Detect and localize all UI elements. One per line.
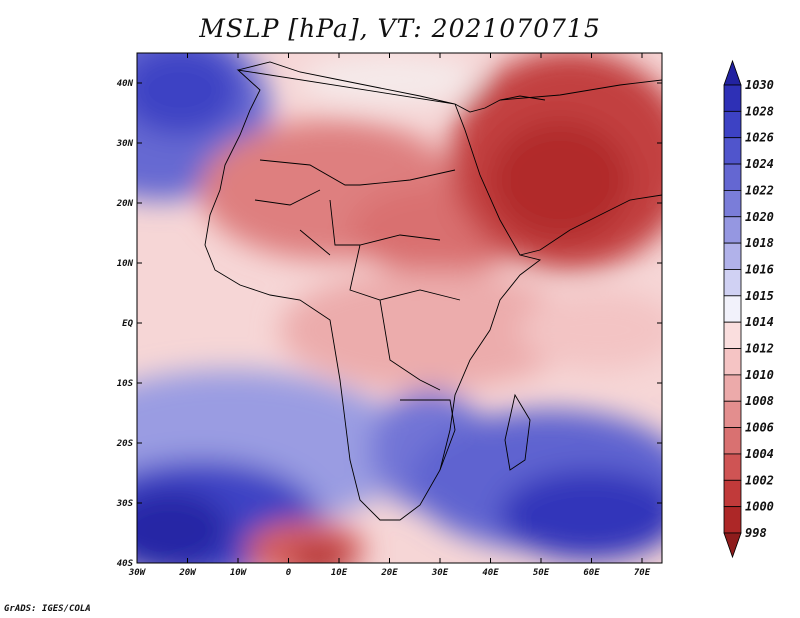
colorbar-label: 1010 — [745, 368, 774, 382]
lon-tick-label: 20E — [380, 568, 398, 578]
lon-tick-label: 30E — [431, 568, 449, 578]
colorbar-segment — [723, 110, 742, 139]
lon-tick-label: 20W — [178, 568, 197, 578]
coastlines — [204, 61, 662, 521]
lat-tick-label: 40S — [117, 559, 134, 569]
colorbar-label: 1020 — [745, 210, 774, 224]
colorbar-label: 1006 — [745, 421, 774, 435]
colorbar-label: 1008 — [745, 394, 774, 408]
colorbar-segment — [723, 242, 742, 270]
colorbar-label: 1030 — [745, 78, 774, 92]
colorbar-segment — [723, 295, 742, 323]
map-frame — [136, 52, 663, 564]
lat-tick-label: EQ — [122, 319, 133, 329]
colorbar-segment — [723, 216, 742, 244]
colorbar-segment — [723, 506, 742, 534]
colorbar-label: 1015 — [745, 289, 774, 303]
colorbar-segment — [723, 479, 742, 508]
colorbar-segment — [723, 400, 742, 428]
lon-tick-label: 50E — [533, 568, 550, 578]
lon-tick-label: 30W — [128, 568, 147, 578]
colorbar-label: 1026 — [745, 131, 774, 145]
colorbar-segment — [723, 321, 742, 349]
lat-tick-label: 10S — [117, 379, 134, 389]
colorbar-label: 1002 — [745, 473, 774, 487]
colorbar-segment — [723, 84, 742, 112]
lat-tick-label: 20N — [116, 199, 134, 209]
chart-title: MSLP [hPa], VT: 2021070715 — [199, 14, 601, 43]
credit-text: GrADS: IGES/COLA — [4, 604, 91, 614]
lon-tick-label: 10W — [230, 568, 248, 578]
colorbar-segment — [723, 163, 742, 191]
colorbar-label: 1014 — [745, 315, 774, 329]
colorbar-top-arrow — [723, 59, 742, 86]
colorbar-segment — [723, 427, 742, 455]
colorbar-label: 1004 — [745, 447, 774, 461]
colorbar-segment — [723, 453, 742, 481]
lon-tick-label: 10E — [331, 568, 348, 578]
pressure-field — [137, 53, 662, 563]
colorbar: 1030 1028 1026 1024 1022 1020 1018 1016 1015 1014… — [723, 59, 774, 559]
lat-tick-label: 30S — [116, 499, 134, 509]
lon-tick-label: 40E — [482, 568, 499, 578]
colorbar-bottom-arrow — [723, 532, 742, 559]
lat-tick-label: 10N — [117, 259, 134, 269]
lat-tick-label: 40N — [117, 79, 134, 89]
colorbar-segment — [723, 348, 742, 376]
colorbar-label: 1022 — [745, 183, 774, 197]
colorbar-label: 1000 — [745, 500, 774, 514]
lon-tick-label: 70E — [634, 568, 651, 578]
lat-tick-label: 30N — [116, 139, 134, 149]
colorbar-label: 1018 — [745, 236, 774, 250]
lon-tick-label: 60E — [583, 568, 600, 578]
colorbar-label: 998 — [745, 526, 767, 540]
colorbar-segment — [723, 269, 742, 297]
colorbar-label: 1028 — [745, 104, 774, 118]
lat-tick-label: 20S — [116, 439, 134, 449]
colorbar-label: 1012 — [745, 342, 774, 356]
colorbar-label: 1016 — [745, 262, 774, 276]
colorbar-label: 1024 — [745, 157, 774, 171]
colorbar-segment — [723, 137, 742, 165]
colorbar-segment — [723, 190, 742, 218]
colorbar-segment — [723, 374, 742, 402]
lon-tick-label: 0 — [286, 568, 292, 578]
